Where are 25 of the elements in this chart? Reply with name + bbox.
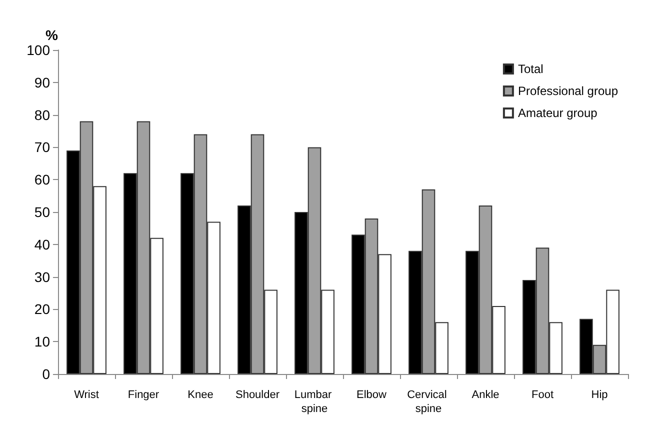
y-tick-label: 10 [34,334,50,350]
x-tick-label: Hip [591,389,608,401]
x-tick-label: Foot [531,389,554,401]
y-axis-title: % [46,27,59,43]
y-tick-label: 80 [34,106,50,123]
x-tick-label: Lumbar spine [294,389,335,415]
y-tick-label: 90 [34,74,50,90]
x-tick-label: Wrist [74,389,99,401]
y-tick-label: 20 [34,301,50,318]
x-tick-label: Ankle [472,389,500,401]
legend-label: Professional group [518,84,618,98]
y-tick-label: 40 [34,236,50,252]
x-tick-label: Finger [128,389,160,401]
x-tick-label: Cervical spine [407,389,450,415]
y-tick-label: 50 [34,204,50,220]
y-tick-label: 0 [42,366,50,382]
x-tick-label: Shoulder [235,389,280,401]
y-tick-label: 100 [26,42,50,58]
x-tick-label: Elbow [356,389,387,401]
x-tick-label: Knee [188,389,214,401]
legend-label: Total [518,62,544,76]
y-tick-label: 60 [34,172,50,188]
legend-label: Amateur group [518,106,598,120]
y-tick-label: 70 [34,139,50,156]
y-tick-label: 30 [34,268,50,285]
